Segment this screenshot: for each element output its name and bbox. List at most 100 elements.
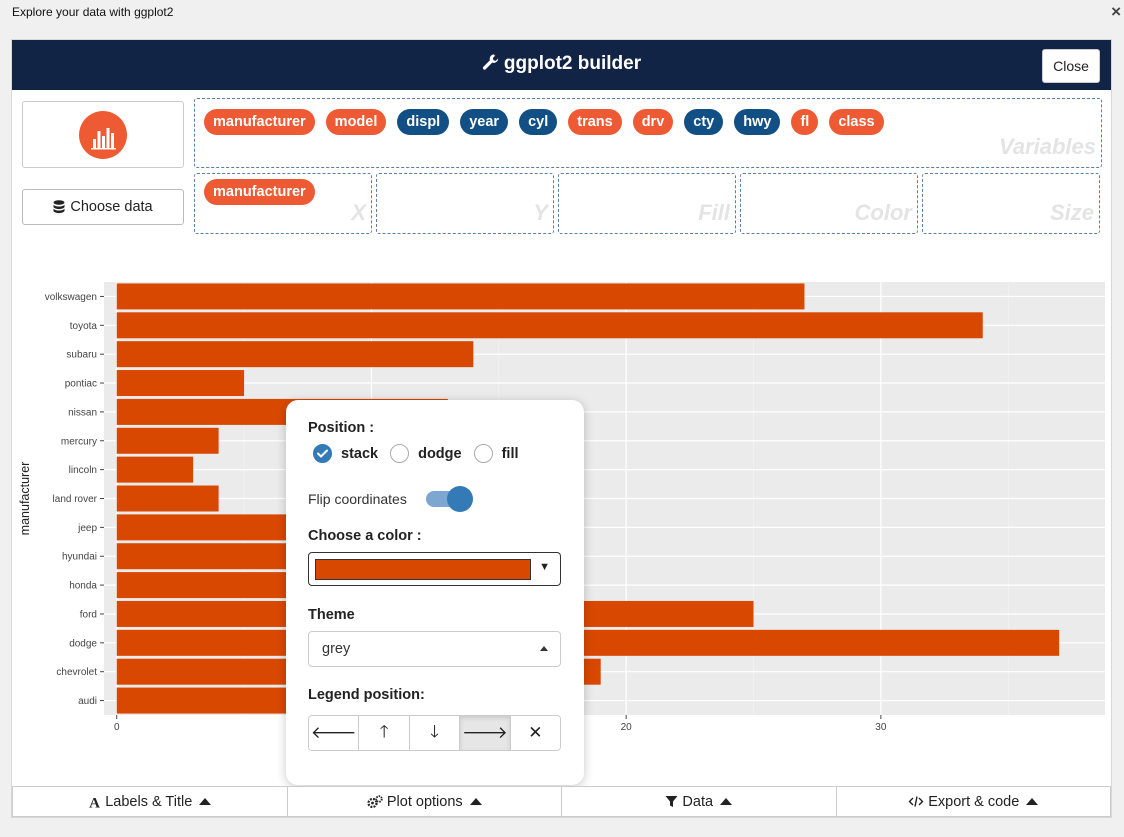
legend-close-button[interactable]: ✕ [510,716,560,750]
variable-chip-cty[interactable]: cty [684,109,724,135]
y-tick-label: ford [80,609,97,620]
bottom-toolbar: A Labels & Title Plot options Data Export & … [12,786,1111,817]
tab-export-code[interactable]: Export & code [836,786,1111,817]
window-title: Explore your data with ggplot2 [12,5,174,19]
variable-chip-class[interactable]: class [829,109,884,135]
header-title-text: ggplot2 builder [503,53,642,74]
y-tick-label: pontiac [65,379,97,390]
flip-toggle-knob[interactable] [447,486,473,512]
modal-header: ggplot2 builder Close [12,40,1111,90]
plot-options-popover: Position : stack dodge fill Flip coordinat… [286,400,584,785]
tab-label: Export & code [928,793,1020,810]
variables-zone-label: Variables [998,134,1096,159]
y-tick-label: honda [69,581,97,592]
caret-up-icon [1026,798,1039,805]
fill-dropzone[interactable]: Fill [558,173,736,234]
bar-subaru [116,341,474,368]
position-label: Position : [308,420,375,436]
legend-arrow-up-button[interactable]: 🡑 [359,716,410,750]
legend-position-group: 🡐 🡑 🡓 🡒 ✕ [308,715,561,751]
svg-text:A: A [89,795,100,809]
gears-icon [367,794,383,808]
choose-data-button[interactable]: Choose data [22,189,184,225]
color-zone-label: Color [854,200,912,225]
color-picker-select[interactable]: ▼ [308,552,561,586]
y-tick-label: audi [78,696,97,707]
x-mapped-chip[interactable]: manufacturer [204,179,315,205]
window-titlebar: Explore your data with ggplot2 × [0,0,1124,26]
color-dropzone[interactable]: Color [740,173,918,234]
close-icon: ✕ [528,723,543,742]
variable-chip-model[interactable]: model [325,109,387,135]
caret-up-icon [469,798,482,805]
variable-chip-hwy[interactable]: hwy [734,109,781,135]
tab-label: Data [682,793,714,810]
y-tick-label: subaru [66,350,97,361]
tab-data[interactable]: Data [562,786,837,817]
y-tick-label: dodge [69,638,97,649]
tab-label: Labels & Title [105,793,193,810]
check-icon [317,449,328,458]
variable-chip-displ[interactable]: displ [397,109,450,135]
bar-chart: audi chevrolet dodge ford honda hyundai jeep la… [18,282,1105,733]
close-button[interactable]: Close [1042,49,1100,83]
y-tick-label: hyundai [62,552,97,563]
y-dropzone[interactable]: Y [376,173,554,234]
size-dropzone[interactable]: Size [922,173,1100,234]
arrow-left-icon: 🡐 [310,723,357,742]
arrow-right-icon: 🡒 [462,723,508,742]
y-tick-label: chevrolet [56,667,97,678]
arrow-up-icon: 🡑 [379,721,389,741]
caret-up-icon [720,798,733,805]
radio-dodge[interactable] [390,444,410,463]
x-dropzone[interactable]: manufacturer X [194,173,372,234]
legend-arrow-right-button[interactable]: 🡒 [460,716,511,750]
ggplot-builder-modal: ggplot2 builder Close Choose data manufa… [11,39,1112,818]
bar-chart-logo-icon [79,111,127,159]
fill-zone-label: Fill [698,200,730,225]
choose-data-label: Choose data [70,199,153,215]
variable-chip-fl[interactable]: fl [791,109,819,135]
radio-stack[interactable] [313,444,332,463]
legend-arrow-left-button[interactable]: 🡐 [309,716,360,750]
size-zone-label: Size [1049,200,1094,225]
theme-value: grey [322,641,351,657]
caret-up-icon [540,646,548,651]
variables-dropzone[interactable]: manufacturer model displ year cyl trans drv cty… [194,98,1102,168]
variable-chip-trans[interactable]: trans [568,109,622,135]
legend-arrow-down-button[interactable]: 🡓 [409,716,461,750]
y-zone-label: Y [533,200,548,225]
color-swatch [315,559,531,580]
radio-fill[interactable] [473,444,493,463]
bar-land-rover [116,485,219,512]
filter-icon [665,796,678,807]
radio-label-stack: stack [341,445,379,462]
y-tick-label: jeep [77,523,97,534]
theme-select[interactable]: grey [308,631,561,667]
legend-position-label: Legend position: [308,687,425,703]
tab-labels-title[interactable]: A Labels & Title [12,786,288,817]
bar-pontiac [116,370,245,397]
y-tick-label: lincoln [69,465,97,476]
window-close-icon[interactable]: × [1111,2,1121,21]
variable-chip-manufacturer[interactable]: manufacturer [204,109,315,135]
variable-chip-cyl[interactable]: cyl [519,109,558,135]
bar-dodge [116,629,1060,656]
tab-plot-options[interactable]: Plot options [287,786,562,817]
tab-label: Plot options [386,793,463,810]
database-icon [53,199,65,213]
caret-up-icon [199,798,212,805]
x-tick-label: 30 [875,722,887,733]
y-tick-label: mercury [61,436,97,447]
wrench-icon [482,54,499,70]
variable-chip-year[interactable]: year [460,109,509,135]
choose-color-label: Choose a color : [308,528,422,544]
logo-box [22,101,184,168]
bar-lincoln [116,456,194,483]
dropdown-caret-icon: ▼ [539,561,550,573]
y-axis-label: manufacturer [18,462,32,536]
theme-label: Theme [308,607,355,623]
variable-chip-drv[interactable]: drv [632,109,674,135]
variable-chip-list: manufacturer model displ year cyl trans drv cty… [204,109,895,135]
arrow-down-icon: 🡓 [430,721,439,741]
